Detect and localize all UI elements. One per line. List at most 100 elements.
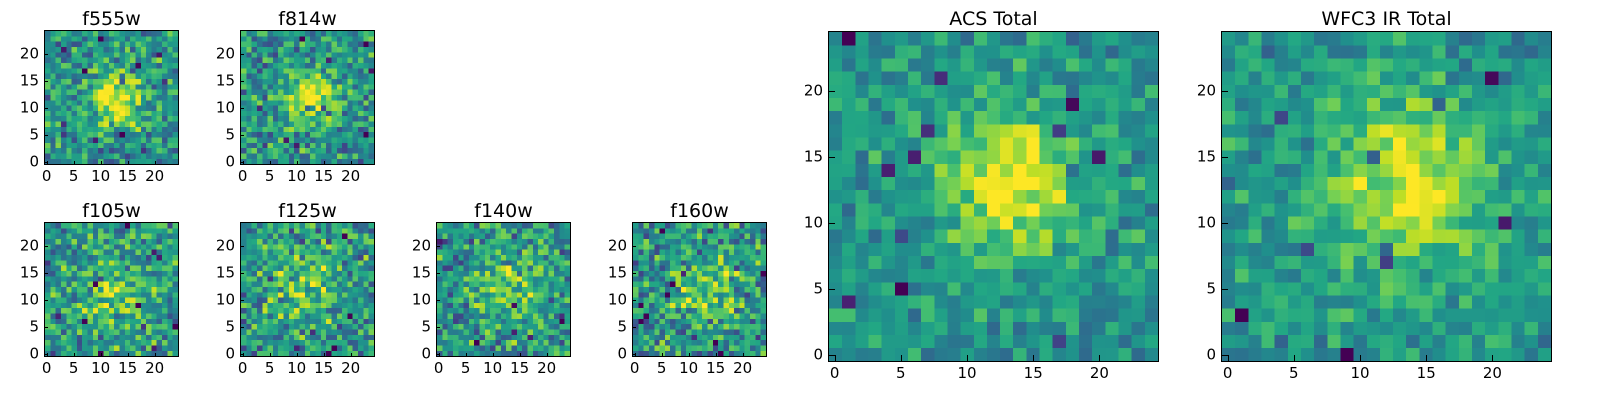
heatmap-cell (60, 84, 67, 90)
heatmap-cell (1524, 334, 1539, 349)
heatmap-cell (45, 233, 51, 240)
x-tick-mark (834, 355, 836, 362)
heatmap-cell (336, 318, 343, 325)
heatmap-cell (659, 281, 666, 287)
heatmap-cell (352, 116, 359, 122)
heatmap-cell (331, 254, 337, 261)
heatmap-cell (532, 345, 539, 351)
heatmap-cell (342, 254, 348, 261)
heatmap-cell (1039, 150, 1053, 164)
heatmap-cell (76, 281, 83, 287)
heatmap-cell (119, 318, 125, 325)
heatmap-cell (474, 318, 480, 325)
heatmap-cell (45, 105, 51, 111)
heatmap-cell (167, 270, 173, 277)
heatmap-cell (315, 153, 321, 159)
heatmap-cell (267, 78, 274, 85)
heatmap-cell (1105, 216, 1119, 230)
heatmap-cell (315, 116, 321, 122)
heatmap-cell (272, 340, 279, 346)
heatmap-cell (1052, 308, 1067, 322)
heatmap-cell (342, 89, 348, 95)
heatmap-cell (294, 137, 300, 143)
heatmap-cell (1300, 229, 1315, 243)
heatmap-cell (484, 318, 491, 325)
heatmap-cell (283, 46, 289, 53)
heatmap-cell (1458, 203, 1473, 217)
heatmap-cell (103, 116, 109, 122)
heatmap-cell (947, 189, 961, 204)
heatmap-cell (299, 270, 305, 277)
heatmap-cell (60, 318, 67, 325)
heatmap-cell (1052, 32, 1067, 46)
heatmap-cell (1406, 308, 1420, 322)
heatmap-cell (696, 233, 703, 240)
heatmap-cell (151, 94, 157, 101)
heatmap-cell (114, 308, 120, 314)
heatmap-cell (130, 153, 136, 159)
heatmap-cell (92, 126, 99, 133)
heatmap-cell (82, 265, 88, 271)
heatmap-cell (151, 52, 157, 58)
heatmap-cell (310, 254, 316, 261)
heatmap-cell (960, 189, 975, 204)
heatmap-cell (474, 350, 480, 356)
heatmap-cell (256, 334, 263, 341)
heatmap-cell (140, 297, 147, 303)
heatmap-cell (633, 281, 639, 287)
heatmap-cell (829, 321, 843, 335)
heatmap-cell (98, 254, 104, 261)
heatmap-cell (299, 281, 305, 287)
heatmap-cell (648, 228, 655, 234)
heatmap-cell (1118, 295, 1132, 309)
heatmap-cell (60, 223, 67, 229)
heatmap-cell (468, 329, 475, 335)
heatmap-cell (288, 233, 295, 240)
heatmap-cell (538, 265, 544, 271)
heatmap-cell (320, 302, 327, 309)
heatmap-cell (1000, 295, 1014, 309)
heatmap-cell (1445, 308, 1460, 322)
heatmap-cell (82, 318, 88, 325)
heatmap-cell (76, 223, 83, 229)
panel-title: f140w (474, 200, 533, 222)
heatmap-cell (633, 334, 639, 341)
heatmap-cell (272, 132, 279, 138)
heatmap-cell (696, 238, 703, 245)
heatmap-cell (294, 121, 300, 127)
heatmap-cell (723, 254, 729, 261)
x-tick-label: 15 (314, 359, 334, 377)
heatmap-cell (760, 308, 766, 314)
heatmap-cell (506, 281, 512, 287)
heatmap-cell (347, 126, 353, 133)
heatmap-cell (1079, 137, 1093, 151)
heatmap-cell (124, 94, 131, 101)
heatmap-cell (45, 223, 51, 229)
heatmap-cell (246, 52, 252, 58)
heatmap-cell (363, 313, 369, 319)
heatmap-cell (739, 260, 745, 266)
heatmap-cell (251, 292, 258, 298)
heatmap-cell (474, 244, 480, 250)
heatmap-cell (755, 329, 761, 335)
heatmap-cell (336, 94, 343, 101)
heatmap-cell (1485, 321, 1499, 335)
heatmap-cell (907, 176, 922, 191)
heatmap-cell (288, 142, 295, 149)
heatmap-cell (299, 100, 305, 106)
heatmap-cell (71, 313, 78, 319)
heatmap-cell (707, 286, 713, 293)
y-tick-label: 0 (29, 344, 39, 363)
heatmap-cell (146, 142, 152, 149)
y-tick-label: 15 (19, 71, 39, 90)
heatmap-cell (368, 223, 374, 229)
heatmap-cell (702, 270, 708, 277)
heatmap-cell (76, 324, 83, 330)
heatmap-cell (60, 137, 67, 143)
heatmap-cell (60, 153, 67, 159)
heatmap-cell (60, 57, 67, 64)
heatmap-cell (934, 295, 948, 309)
heatmap-cell (707, 318, 713, 325)
heatmap-cell (1445, 176, 1460, 191)
heatmap-cell (336, 233, 343, 240)
